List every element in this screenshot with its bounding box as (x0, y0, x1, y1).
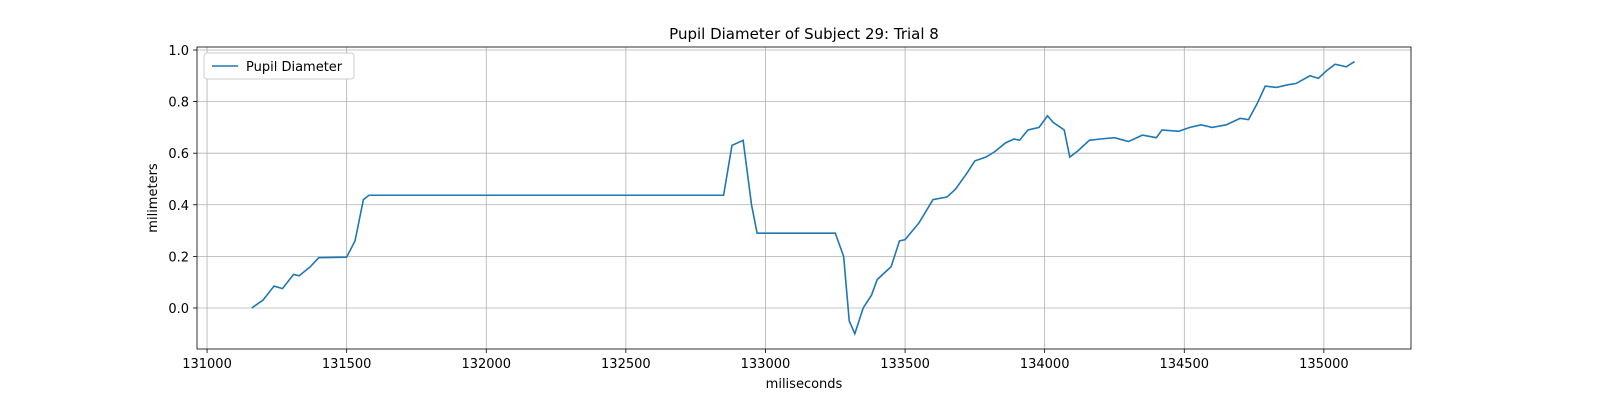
x-tick-label: 131500 (322, 357, 372, 372)
x-tick-label: 133500 (880, 357, 930, 372)
x-tick-label: 132500 (601, 357, 651, 372)
data-line (251, 60, 1356, 337)
x-tick-label: 134500 (1159, 357, 1209, 372)
x-tick-label: 133000 (741, 357, 791, 372)
y-axis-label: milimeters (146, 163, 161, 233)
x-tick-label: 131000 (182, 357, 232, 372)
y-tick-label: 0.2 (168, 250, 189, 265)
y-tick-label: 0.0 (168, 302, 189, 317)
x-tick-label: 135000 (1299, 357, 1349, 372)
legend-box (203, 52, 355, 80)
x-axis-label: miliseconds (766, 377, 843, 392)
legend-label: Pupil Diameter (246, 60, 343, 75)
y-tick-label: 0.6 (168, 147, 189, 162)
y-tick-label: 1.0 (168, 44, 189, 59)
chart-title: Pupil Diameter of Subject 29: Trial 8 (669, 25, 939, 43)
x-tick-label: 134000 (1020, 357, 1070, 372)
y-tick-label: 0.4 (168, 199, 189, 214)
y-tick-label: 0.8 (168, 96, 189, 111)
plot-frame (196, 46, 1412, 350)
x-tick-label: 132000 (461, 357, 511, 372)
